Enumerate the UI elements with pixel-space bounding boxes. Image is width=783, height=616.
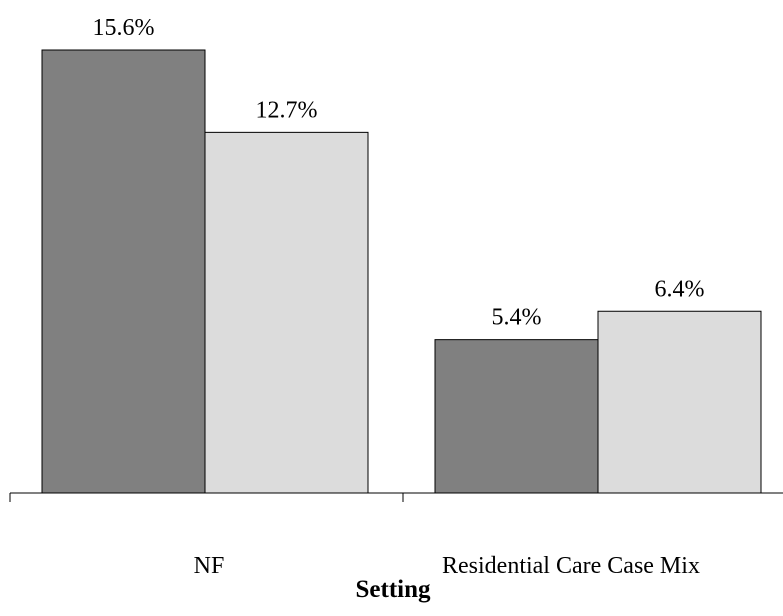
x-axis-title: Setting xyxy=(356,576,432,603)
category-label-2: Residential Care Case Mix xyxy=(442,553,700,579)
data-label-1-series-2: 12.7% xyxy=(256,97,318,123)
data-label-1-series-1: 15.6% xyxy=(93,15,155,41)
data-label-2-series-1: 5.4% xyxy=(492,305,542,331)
data-label-2-series-2: 6.4% xyxy=(655,276,705,302)
bars-layer xyxy=(41,49,762,494)
data-labels-layer: 15.6% 12.7% 5.4% 6.4% xyxy=(93,15,705,331)
bar-2-series-1 xyxy=(434,339,599,494)
category-labels-layer: NF Residential Care Case Mix xyxy=(194,553,700,579)
bar-1-series-1 xyxy=(41,49,206,494)
bar-2-series-2 xyxy=(597,310,762,494)
category-label-1: NF xyxy=(194,553,225,579)
bar-1-series-2 xyxy=(204,131,369,494)
x-axis-ticks xyxy=(9,493,404,502)
